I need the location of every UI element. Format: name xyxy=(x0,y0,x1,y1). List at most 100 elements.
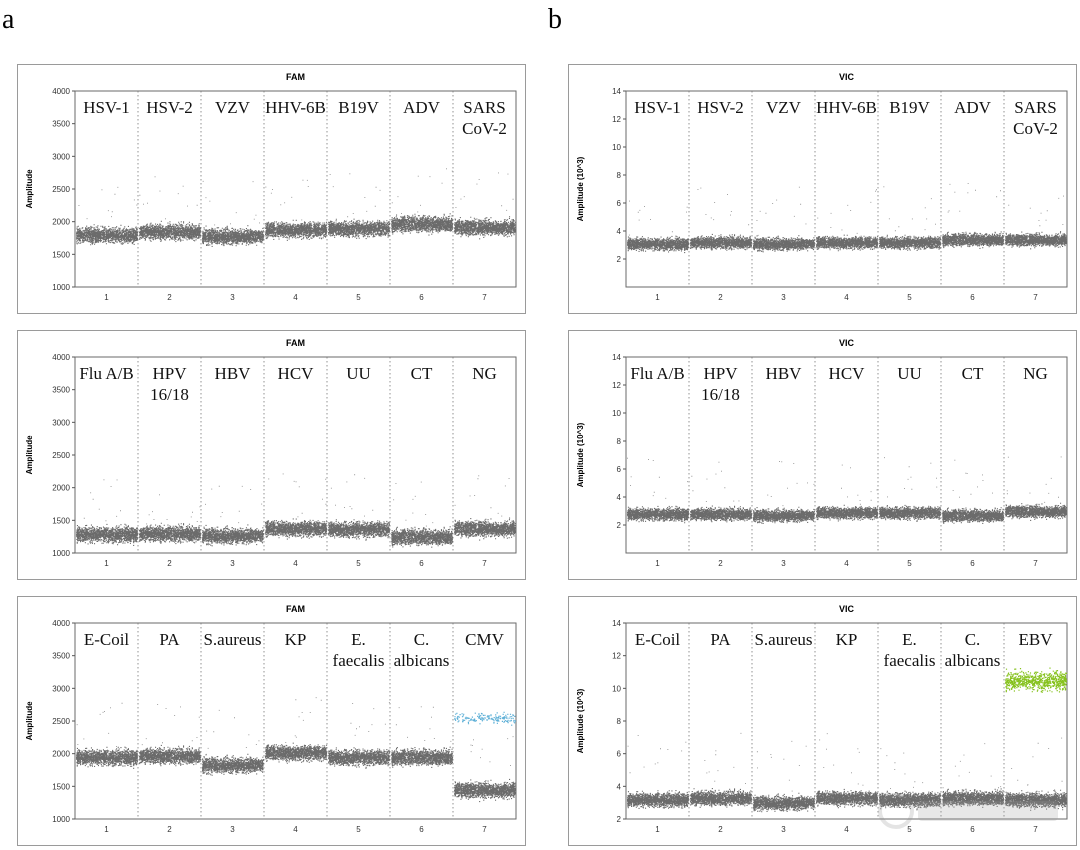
y-tick-label: 10 xyxy=(612,143,621,152)
droplet-cluster-well-3 xyxy=(753,461,815,524)
droplet-cluster-well-6 xyxy=(942,183,1005,249)
x-tick-label: 2 xyxy=(718,825,723,834)
well-label: E. faecalis xyxy=(333,630,385,670)
well-label: HBV xyxy=(215,364,252,383)
y-tick-label: 2000 xyxy=(52,484,70,493)
plot-area xyxy=(74,622,517,820)
chart-title: FAM xyxy=(286,604,305,614)
chart-b-top: VIC 2 4 6 8 10 12 14 Amplitude (10^3) 1 2 3 4 5 6 7 HSV-… xyxy=(568,64,1077,314)
well-label: E-Coil xyxy=(635,630,681,649)
well-label: HCV xyxy=(829,364,866,383)
plot-area xyxy=(625,90,1068,288)
droplet-cluster-well-4 xyxy=(816,733,879,809)
x-tick-label: 6 xyxy=(970,825,975,834)
positive-droplet-cluster xyxy=(454,711,516,726)
x-tick-label: 7 xyxy=(482,293,487,302)
droplet-cluster-well-2 xyxy=(139,704,202,767)
y-tick-label: 6 xyxy=(617,465,622,474)
droplet-cluster-well-3 xyxy=(753,740,816,813)
well-label: HSV-2 xyxy=(697,98,744,117)
y-tick-label: 3500 xyxy=(52,652,70,661)
well-label: ADV xyxy=(403,98,441,117)
chart-a-bottom: FAM 1000 1500 2000 2500 3000 3500 4000 Amplitude… xyxy=(17,596,526,846)
x-tick-label: 3 xyxy=(230,559,235,568)
well-label: SARS CoV-2 xyxy=(1013,98,1058,138)
droplet-cluster-well-7 xyxy=(1005,737,1068,811)
droplet-cluster-well-7 xyxy=(454,736,517,803)
well-label: C. albicans xyxy=(945,630,1001,670)
x-tick-label: 4 xyxy=(844,825,849,834)
x-tick-label: 3 xyxy=(781,559,786,568)
well-label: HPV 16/18 xyxy=(150,364,189,404)
well-label: VZV xyxy=(766,98,802,117)
y-tick-label: 12 xyxy=(612,381,621,390)
x-tick-label: 7 xyxy=(1033,559,1038,568)
x-tick-label: 1 xyxy=(104,559,109,568)
y-tick-label: 4 xyxy=(617,493,622,502)
droplet-cluster-well-4 xyxy=(816,464,879,522)
y-tick-label: 4000 xyxy=(52,619,70,628)
x-tick-label: 3 xyxy=(781,293,786,302)
x-tick-label: 5 xyxy=(356,293,361,302)
y-tick-label: 3000 xyxy=(52,684,70,693)
well-label: HCV xyxy=(278,364,315,383)
y-axis-label: Amplitude xyxy=(25,435,34,475)
y-tick-label: 4000 xyxy=(52,87,70,96)
droplet-cluster-well-3 xyxy=(202,709,264,776)
x-tick-label: 2 xyxy=(718,559,723,568)
x-tick-label: 5 xyxy=(356,559,361,568)
well-label: Flu A/B xyxy=(630,364,684,383)
y-tick-label: 2 xyxy=(617,255,622,264)
well-label: UU xyxy=(346,364,371,383)
well-label: HPV 16/18 xyxy=(701,364,740,404)
y-tick-label: 1000 xyxy=(52,815,70,824)
x-tick-label: 4 xyxy=(293,293,298,302)
well-label: VZV xyxy=(215,98,251,117)
well-label: E-Coil xyxy=(84,630,130,649)
y-tick-label: 6 xyxy=(617,750,622,759)
plot-area xyxy=(625,356,1068,554)
x-tick-label: 4 xyxy=(844,559,849,568)
y-tick-label: 2 xyxy=(617,815,622,824)
droplet-cluster-well-1 xyxy=(76,479,139,546)
watermark-logo xyxy=(878,793,1058,829)
x-tick-label: 6 xyxy=(419,293,424,302)
positive-droplet-cluster xyxy=(1005,667,1068,693)
well-label: HSV-2 xyxy=(146,98,193,117)
x-tick-label: 2 xyxy=(167,293,172,302)
droplet-cluster-well-6 xyxy=(942,743,1004,808)
x-tick-label: 1 xyxy=(655,293,660,302)
droplet-cluster-well-1 xyxy=(76,702,139,769)
droplet-cluster-well-5 xyxy=(879,457,942,522)
y-tick-label: 1000 xyxy=(52,283,70,292)
well-label: CMV xyxy=(465,630,504,649)
droplet-cluster-well-3 xyxy=(202,180,265,247)
x-tick-label: 7 xyxy=(482,825,487,834)
droplet-cluster-well-2 xyxy=(690,461,753,523)
droplet-cluster-well-4 xyxy=(265,697,328,764)
droplet-cluster-well-1 xyxy=(76,186,139,246)
y-tick-label: 1000 xyxy=(52,549,70,558)
chart-title: FAM xyxy=(286,72,305,82)
x-tick-label: 1 xyxy=(655,559,660,568)
droplet-cluster-well-2 xyxy=(690,732,753,808)
chart-b-bottom: VIC 2 4 6 8 10 12 14 Amplitude (10^3) 1 2 3 4 5 6 7 E-Co… xyxy=(568,596,1077,846)
x-tick-label: 1 xyxy=(655,825,660,834)
y-axis-label: Amplitude (10^3) xyxy=(576,156,585,221)
well-label: PA xyxy=(710,630,731,649)
x-tick-label: 6 xyxy=(970,559,975,568)
droplet-cluster-well-5 xyxy=(328,474,391,541)
droplet-cluster-well-5 xyxy=(328,173,391,240)
panel-label-b: b xyxy=(548,4,562,35)
y-tick-label: 12 xyxy=(612,115,621,124)
chart-svg: FAM 1000 1500 2000 2500 3000 3500 4000 Amplitude… xyxy=(25,72,517,302)
droplet-cluster-well-1 xyxy=(627,457,690,524)
droplet-cluster-well-2 xyxy=(139,494,202,545)
well-label: SARS CoV-2 xyxy=(462,98,507,138)
droplet-cluster-well-4 xyxy=(265,473,328,540)
droplet-cluster-well-6 xyxy=(391,168,454,236)
x-tick-label: 5 xyxy=(356,825,361,834)
well-label: CT xyxy=(411,364,433,383)
x-tick-label: 6 xyxy=(970,293,975,302)
x-tick-label: 6 xyxy=(419,559,424,568)
